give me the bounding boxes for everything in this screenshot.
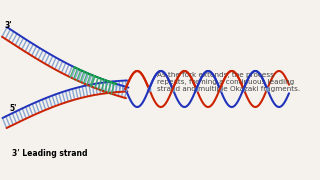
Text: 3' Leading strand: 3' Leading strand [12,148,87,158]
Text: 3': 3' [4,21,12,30]
Text: 5': 5' [9,103,17,112]
Text: As the fork extends, the process
repeats, forming a continuous leading
strand an: As the fork extends, the process repeats… [157,72,300,92]
